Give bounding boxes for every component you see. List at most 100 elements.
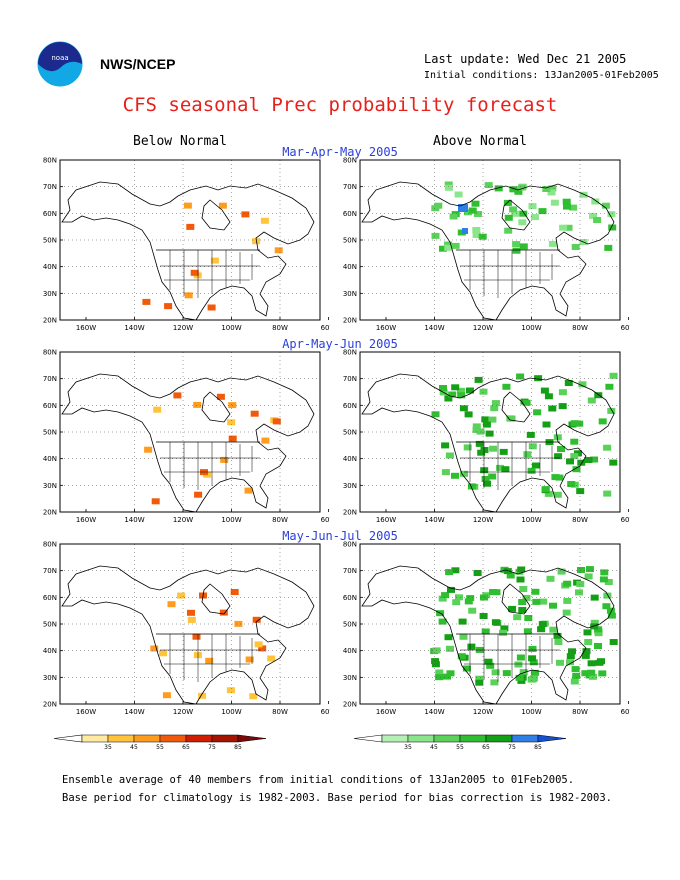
probability-shading — [431, 181, 617, 254]
lon-tick-label: 80W — [272, 708, 288, 716]
state-lines — [160, 442, 260, 490]
lat-tick-label: 80N — [43, 541, 57, 549]
colorbar-swatch — [211, 734, 239, 743]
colorbar-left-arrow — [353, 734, 383, 743]
state-lines — [460, 250, 560, 298]
lon-tick-label: 100W — [221, 516, 241, 524]
colorbar-tick-label: 65 — [182, 744, 190, 751]
lat-tick-label: 40N — [343, 647, 357, 655]
colorbar-tick-label: 75 — [508, 744, 516, 751]
probability-shading — [142, 202, 283, 311]
lon-tick-label: 160W — [376, 324, 396, 332]
lat-tick-label: 30N — [343, 482, 357, 490]
lat-tick-label: 80N — [43, 349, 57, 357]
lon-tick-label: 100W — [221, 708, 241, 716]
lon-tick-label: 80W — [572, 516, 588, 524]
lon-tick-label: 120W — [473, 324, 493, 332]
lon-tick-label: 60W — [621, 516, 630, 524]
colorbar-tick-label: 55 — [456, 744, 464, 751]
map-panel-below-3: 80N 70N 60N 50N 40N 30N 20N 160W 140W 120W 100W 80W… — [43, 541, 330, 717]
probability-shading — [150, 589, 276, 700]
noaa-logo: noaa — [36, 40, 84, 88]
footer-note-base-period: Base period for climatology is 1982-2003… — [62, 792, 612, 804]
hudson-bay — [201, 583, 231, 615]
map-panel-below-1: 80N 70N 60N 50N 40N 30N 20N 160W 140W 120W 100W 80W… — [43, 157, 330, 333]
lon-tick-label: 80W — [272, 516, 288, 524]
colorbar-swatch — [81, 734, 109, 743]
lon-tick-label: 140W — [424, 516, 444, 524]
lon-tick-label: 160W — [376, 708, 396, 716]
lat-tick-label: 20N — [43, 701, 57, 709]
coastline — [361, 565, 615, 705]
lat-tick-label: 70N — [43, 183, 57, 191]
lat-tick-label: 50N — [343, 429, 357, 437]
probability-shading — [431, 372, 618, 498]
lat-tick-label: 40N — [343, 263, 357, 271]
lon-tick-label: 160W — [76, 324, 96, 332]
lon-tick-label: 120W — [173, 708, 193, 716]
lon-tick-label: 60W — [321, 708, 330, 716]
map-panel-below-2: 80N 70N 60N 50N 40N 30N 20N 160W 140W 120W 100W 80W… — [43, 349, 330, 525]
colorbar-swatch — [159, 734, 187, 743]
colorbar-left-arrow — [53, 734, 83, 743]
coastline — [361, 181, 615, 321]
lon-tick-label: 80W — [572, 324, 588, 332]
lat-tick-label: 60N — [43, 594, 57, 602]
lat-tick-label: 30N — [343, 290, 357, 298]
coastline — [61, 181, 315, 321]
page-title: CFS seasonal Prec probability forecast — [122, 94, 558, 116]
lon-tick-label: 140W — [424, 708, 444, 716]
period-label-2: Apr-May-Jun 2005 — [282, 337, 398, 351]
lon-tick-label: 160W — [76, 516, 96, 524]
lat-tick-label: 80N — [43, 157, 57, 165]
column-heading-above: Above Normal — [433, 134, 527, 149]
lat-tick-label: 80N — [343, 349, 357, 357]
colorbar-below: 35 45 55 65 75 85 — [53, 734, 267, 751]
lat-tick-label: 70N — [343, 183, 357, 191]
lon-tick-label: 120W — [473, 516, 493, 524]
colorbar-tick-label: 85 — [234, 744, 242, 751]
lon-tick-label: 140W — [124, 516, 144, 524]
lat-tick-label: 60N — [43, 402, 57, 410]
colorbar-right-arrow — [237, 734, 267, 743]
colorbar-tick-label: 45 — [430, 744, 438, 751]
lat-tick-label: 50N — [43, 621, 57, 629]
colorbar-swatch — [485, 734, 513, 743]
lat-tick-label: 60N — [343, 594, 357, 602]
period-label-3: May-Jun-Jul 2005 — [282, 529, 398, 543]
lon-tick-label: 160W — [376, 516, 396, 524]
colorbar-swatch — [433, 734, 461, 743]
org-name: NWS/NCEP — [100, 56, 176, 72]
lon-tick-label: 60W — [621, 708, 630, 716]
lat-tick-label: 60N — [43, 210, 57, 218]
hudson-bay — [501, 199, 531, 231]
logo-text: noaa — [51, 54, 68, 62]
map-panel-above-2: 80N 70N 60N 50N 40N 30N 20N 160W 140W 120W 100W 80W… — [343, 349, 630, 525]
probability-shading — [430, 566, 618, 686]
lat-tick-label: 20N — [343, 317, 357, 325]
lon-tick-label: 120W — [173, 516, 193, 524]
colorbar-swatch — [381, 734, 409, 743]
colorbar-tick-label: 85 — [534, 744, 542, 751]
lon-tick-label: 60W — [621, 324, 630, 332]
colorbar-swatch — [185, 734, 213, 743]
coastline — [61, 373, 315, 513]
hudson-bay — [501, 583, 531, 615]
colorbar-tick-label: 35 — [404, 744, 412, 751]
lat-tick-label: 50N — [43, 237, 57, 245]
colorbar-swatch — [407, 734, 435, 743]
lat-tick-label: 20N — [43, 317, 57, 325]
state-lines — [460, 442, 560, 490]
probability-shading — [144, 392, 281, 505]
lat-tick-label: 60N — [343, 210, 357, 218]
lon-tick-label: 140W — [124, 324, 144, 332]
lon-tick-label: 60W — [321, 324, 330, 332]
hudson-bay — [201, 391, 231, 423]
lon-tick-label: 60W — [321, 516, 330, 524]
coastline — [61, 565, 315, 705]
lat-tick-label: 20N — [43, 509, 57, 517]
lat-tick-label: 30N — [43, 482, 57, 490]
initial-conditions: Initial conditions: 13Jan2005-01Feb2005 — [424, 70, 659, 81]
colorbar-tick-label: 65 — [482, 744, 490, 751]
map-panel-above-3: 80N 70N 60N 50N 40N 30N 20N 160W 140W 120W 100W 80W… — [343, 541, 630, 717]
